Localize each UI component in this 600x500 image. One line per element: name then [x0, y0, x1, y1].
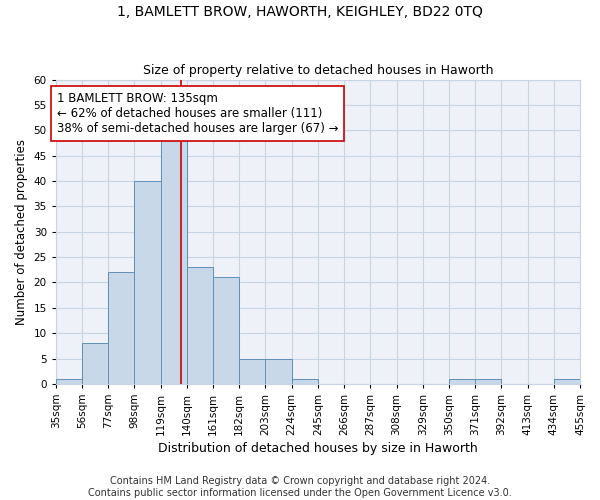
Bar	[265, 358, 292, 384]
Bar	[134, 181, 161, 384]
Bar	[475, 379, 502, 384]
Bar	[82, 344, 108, 384]
Bar	[108, 272, 134, 384]
Bar	[187, 267, 213, 384]
Text: 1, BAMLETT BROW, HAWORTH, KEIGHLEY, BD22 0TQ: 1, BAMLETT BROW, HAWORTH, KEIGHLEY, BD22…	[117, 5, 483, 19]
Bar	[213, 278, 239, 384]
Text: Contains HM Land Registry data © Crown copyright and database right 2024.
Contai: Contains HM Land Registry data © Crown c…	[88, 476, 512, 498]
Text: 1 BAMLETT BROW: 135sqm
← 62% of detached houses are smaller (111)
38% of semi-de: 1 BAMLETT BROW: 135sqm ← 62% of detached…	[57, 92, 338, 135]
Bar	[554, 379, 580, 384]
Bar	[161, 140, 187, 384]
Bar	[239, 358, 265, 384]
Bar	[292, 379, 318, 384]
Bar	[56, 379, 82, 384]
X-axis label: Distribution of detached houses by size in Haworth: Distribution of detached houses by size …	[158, 442, 478, 455]
Bar	[449, 379, 475, 384]
Y-axis label: Number of detached properties: Number of detached properties	[15, 138, 28, 324]
Title: Size of property relative to detached houses in Haworth: Size of property relative to detached ho…	[143, 64, 493, 77]
